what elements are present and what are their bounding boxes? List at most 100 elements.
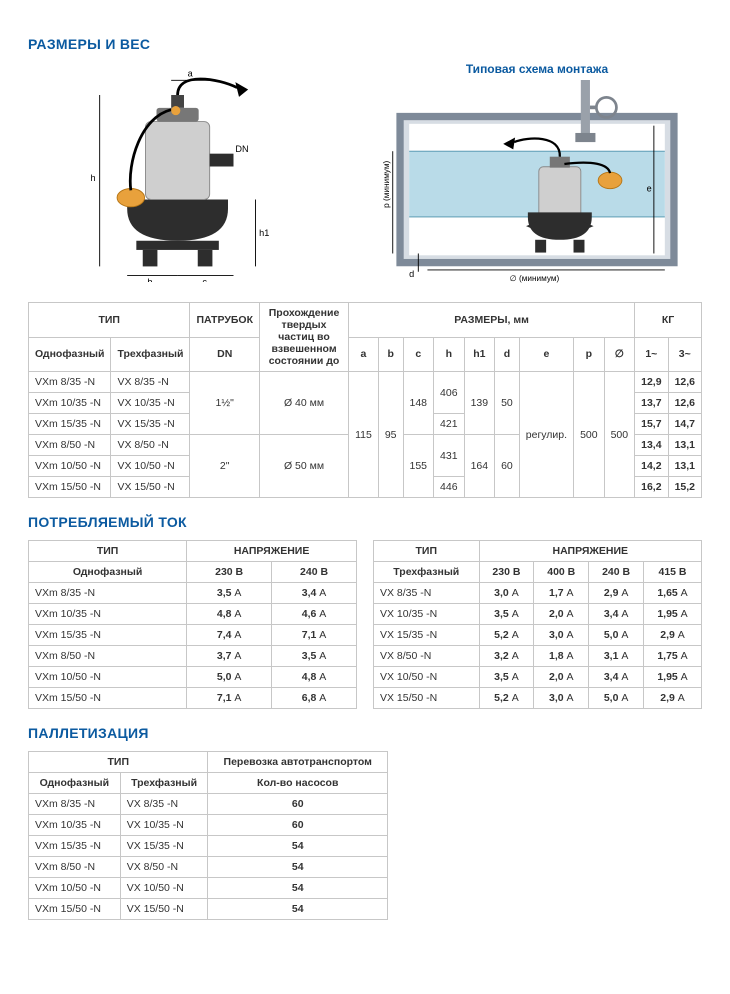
cell: 421 <box>434 414 465 435</box>
cell: 4,8 А <box>187 604 272 625</box>
cell: 2,9 А <box>644 688 702 709</box>
cell: 115 <box>349 372 379 498</box>
cell: 2,9 А <box>644 625 702 646</box>
cell: 50 <box>495 372 520 435</box>
cell: VXm 10/35 -N <box>29 393 111 414</box>
cell: 2,0 А <box>534 604 589 625</box>
hdr-type: ТИП <box>29 752 208 773</box>
cell: 12,6 <box>668 393 701 414</box>
cell: Ø 40 мм <box>259 372 348 435</box>
hdr-v230: 230 В <box>187 562 272 583</box>
cell: 5,0 А <box>589 625 644 646</box>
cell: VX 15/35 -N <box>111 414 190 435</box>
cell: VX 15/35 -N <box>120 836 208 857</box>
hdr-pipe: ПАТРУБОК <box>190 303 260 338</box>
table-row: VXm 10/35 -NVX 10/35 -N60 <box>29 815 388 836</box>
cell: 4,8 А <box>272 667 357 688</box>
cell: 3,2 А <box>479 646 534 667</box>
cell: 54 <box>208 899 388 920</box>
hdr-three: Трехфазный <box>374 562 480 583</box>
cell: VX 15/50 -N <box>111 477 190 498</box>
cell: VX 15/50 -N <box>120 899 208 920</box>
cell: 431 <box>434 435 465 477</box>
hdr-three: Трехфазный <box>111 337 190 372</box>
table-row: VXm 8/50 -NVX 8/50 -N54 <box>29 857 388 878</box>
cell: Ø 50 мм <box>259 435 348 498</box>
hdr-type: ТИП <box>29 541 187 562</box>
cell: 500 <box>574 372 605 498</box>
cell: 500 <box>604 372 635 498</box>
table-row: VXm 15/35 -NVX 15/35 -N54 <box>29 836 388 857</box>
dim-h: h <box>91 173 96 183</box>
hdr-sizes: РАЗМЕРЫ, мм <box>349 303 635 338</box>
cell: 6,8 А <box>272 688 357 709</box>
cell: 2" <box>190 435 260 498</box>
dim-diam-min: ∅ (минимум) <box>510 274 560 283</box>
cell: 1,95 А <box>644 667 702 688</box>
cell: VX 8/35 -N <box>111 372 190 393</box>
cell: 3,0 А <box>479 583 534 604</box>
cell: 3,0 А <box>534 688 589 709</box>
table-row: VXm 8/35 -NVX 8/35 -N60 <box>29 794 388 815</box>
cell: VX 10/50 -N <box>111 456 190 477</box>
cell: 3,7 А <box>187 646 272 667</box>
table-row: VXm 10/50 -N5,0 А4,8 А <box>29 667 357 688</box>
hdr-v240: 240 В <box>272 562 357 583</box>
cell: регулир. <box>519 372 573 498</box>
hdr-d: d <box>495 337 520 372</box>
cell: 3,5 А <box>479 604 534 625</box>
cell: VXm 10/35 -N <box>29 604 187 625</box>
hdr-single: Однофазный <box>29 773 121 794</box>
hdr-dn: DN <box>190 337 260 372</box>
cell: VXm 8/35 -N <box>29 794 121 815</box>
cell: 139 <box>464 372 495 435</box>
table-row: VX 15/50 -N5,2 А3,0 А5,0 А2,9 А <box>374 688 702 709</box>
table-row: VX 15/35 -N5,2 А3,0 А5,0 А2,9 А <box>374 625 702 646</box>
table-row: VXm 8/35 -N3,5 А3,4 А <box>29 583 357 604</box>
cell: 1,7 А <box>534 583 589 604</box>
hdr-hh: h <box>434 337 465 372</box>
dim-b: b <box>147 277 152 282</box>
cell: VXm 10/50 -N <box>29 456 111 477</box>
cell: 3,5 А <box>187 583 272 604</box>
pump-dim-diagram: a h h1 DN b c <box>28 62 318 290</box>
cell: 3,4 А <box>272 583 357 604</box>
table-row: VXm 15/50 -NVX 15/50 -N54 <box>29 899 388 920</box>
cell: 7,1 А <box>272 625 357 646</box>
cell: 15,2 <box>668 477 701 498</box>
cell: 7,4 А <box>187 625 272 646</box>
table-row: VXm 8/50 -N3,7 А3,5 А <box>29 646 357 667</box>
hdr-qty: Кол-во насосов <box>208 773 388 794</box>
cell: VX 8/35 -N <box>374 583 480 604</box>
cell: 155 <box>403 435 434 498</box>
hdr-e: e <box>519 337 573 372</box>
cell: 13,1 <box>668 435 701 456</box>
cell: 60 <box>495 435 520 498</box>
table-row: VX 8/35 -N3,0 А1,7 А2,9 А1,65 А <box>374 583 702 604</box>
cell: VXm 15/35 -N <box>29 414 111 435</box>
cell: 5,0 А <box>589 688 644 709</box>
cell: 13,1 <box>668 456 701 477</box>
three-phase-current-table: ТИП НАПРЯЖЕНИЕ Трехфазный 230 В 400 В 24… <box>373 540 702 709</box>
cell: VXm 8/50 -N <box>29 857 121 878</box>
table-row: VXm 10/50 -NVX 10/50 -N54 <box>29 878 388 899</box>
cell: VXm 15/50 -N <box>29 899 121 920</box>
dim-c: c <box>202 277 207 282</box>
cell: 3,4 А <box>589 667 644 688</box>
cell: 1,8 А <box>534 646 589 667</box>
cell: 60 <box>208 815 388 836</box>
cell: 1,75 А <box>644 646 702 667</box>
pallet-heading: ПАЛЛЕТИЗАЦИЯ <box>28 725 702 741</box>
dim-a: a <box>188 69 194 79</box>
hdr-volt: НАПРЯЖЕНИЕ <box>479 541 701 562</box>
cell: VXm 10/35 -N <box>29 815 121 836</box>
cell: VX 8/50 -N <box>120 857 208 878</box>
table-row: VXm 10/35 -N4,8 А4,6 А <box>29 604 357 625</box>
hdr-single: Однофазный <box>29 337 111 372</box>
cell: 14,2 <box>635 456 668 477</box>
cell: 1½" <box>190 372 260 435</box>
cell: 3,5 А <box>479 667 534 688</box>
cell: 3,1 А <box>589 646 644 667</box>
hdr-three: Трехфазный <box>120 773 208 794</box>
table-row: VX 10/35 -N3,5 А2,0 А3,4 А1,95 А <box>374 604 702 625</box>
